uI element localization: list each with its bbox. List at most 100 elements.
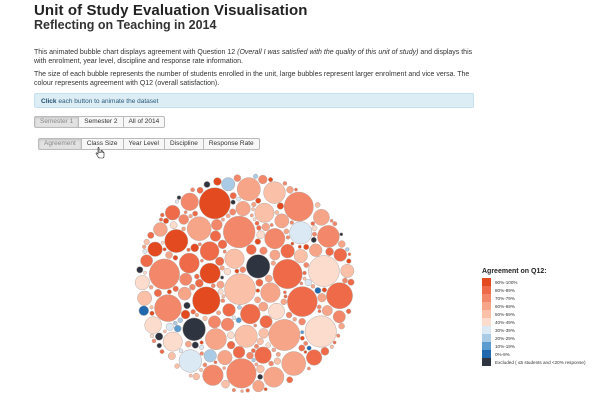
unit-bubble[interactable] bbox=[254, 202, 275, 223]
unit-bubble[interactable] bbox=[181, 226, 186, 232]
unit-bubble[interactable] bbox=[333, 248, 348, 262]
unit-bubble[interactable] bbox=[285, 235, 291, 240]
unit-bubble[interactable] bbox=[237, 304, 242, 310]
unit-bubble[interactable] bbox=[254, 362, 259, 367]
unit-bubble[interactable] bbox=[178, 214, 189, 225]
unit-bubble[interactable] bbox=[156, 342, 162, 349]
unit-bubble[interactable] bbox=[326, 282, 353, 310]
unit-bubble[interactable] bbox=[192, 286, 221, 315]
unit-bubble[interactable] bbox=[164, 229, 189, 253]
unit-bubble[interactable] bbox=[317, 293, 327, 303]
unit-bubble[interactable] bbox=[194, 312, 199, 318]
unit-bubble[interactable] bbox=[192, 210, 198, 217]
class-size-button[interactable]: Class Size bbox=[80, 138, 124, 150]
unit-bubble[interactable] bbox=[199, 241, 220, 261]
unit-bubble[interactable] bbox=[174, 199, 179, 204]
unit-bubble[interactable] bbox=[222, 366, 226, 370]
unit-bubble[interactable] bbox=[268, 319, 301, 351]
unit-bubble[interactable] bbox=[310, 221, 316, 226]
unit-bubble[interactable] bbox=[134, 275, 150, 291]
unit-bubble[interactable] bbox=[293, 249, 308, 264]
unit-bubble[interactable] bbox=[191, 341, 199, 349]
unit-bubble[interactable] bbox=[202, 362, 208, 368]
unit-bubble[interactable] bbox=[236, 196, 241, 202]
unit-bubble[interactable] bbox=[303, 262, 310, 268]
unit-bubble[interactable] bbox=[197, 242, 202, 247]
unit-bubble[interactable] bbox=[158, 217, 164, 222]
unit-bubble[interactable] bbox=[297, 244, 302, 249]
unit-bubble[interactable] bbox=[234, 268, 240, 274]
unit-bubble[interactable] bbox=[300, 330, 305, 335]
unit-bubble[interactable] bbox=[138, 305, 149, 316]
unit-bubble[interactable] bbox=[180, 309, 191, 320]
unit-bubble[interactable] bbox=[144, 316, 162, 334]
unit-bubble[interactable] bbox=[254, 296, 261, 304]
unit-bubble[interactable] bbox=[189, 283, 196, 291]
unit-bubble[interactable] bbox=[336, 333, 341, 338]
unit-bubble[interactable] bbox=[345, 247, 350, 252]
unit-bubble[interactable] bbox=[182, 317, 206, 341]
unit-bubble[interactable] bbox=[143, 270, 147, 275]
unit-bubble[interactable] bbox=[285, 311, 293, 319]
unit-bubble[interactable] bbox=[281, 351, 306, 376]
unit-bubble[interactable] bbox=[303, 350, 308, 354]
unit-bubble[interactable] bbox=[220, 275, 225, 280]
unit-bubble[interactable] bbox=[283, 191, 314, 222]
unit-bubble[interactable] bbox=[263, 181, 286, 204]
semester-1-button[interactable]: Semester 1 bbox=[34, 116, 80, 128]
response-rate-button[interactable]: Response Rate bbox=[202, 138, 260, 150]
unit-bubble[interactable] bbox=[235, 317, 242, 324]
unit-bubble[interactable] bbox=[253, 173, 259, 179]
unit-bubble[interactable] bbox=[229, 192, 237, 200]
unit-bubble[interactable] bbox=[210, 283, 216, 289]
unit-bubble[interactable] bbox=[221, 217, 225, 222]
unit-bubble[interactable] bbox=[254, 220, 260, 226]
unit-bubble[interactable] bbox=[338, 322, 345, 330]
unit-bubble[interactable] bbox=[217, 288, 224, 295]
year-level-button[interactable]: Year Level bbox=[122, 138, 165, 150]
unit-bubble[interactable] bbox=[273, 357, 281, 365]
unit-bubble[interactable] bbox=[258, 301, 269, 312]
unit-bubble[interactable] bbox=[275, 351, 281, 357]
unit-bubble[interactable] bbox=[162, 331, 183, 352]
unit-bubble[interactable] bbox=[231, 315, 237, 321]
unit-bubble[interactable] bbox=[177, 317, 184, 324]
unit-bubble[interactable] bbox=[312, 231, 317, 237]
unit-bubble[interactable] bbox=[230, 199, 236, 205]
unit-bubble[interactable] bbox=[174, 363, 180, 369]
unit-bubble[interactable] bbox=[287, 286, 318, 317]
unit-bubble[interactable] bbox=[303, 244, 310, 250]
unit-bubble[interactable] bbox=[154, 294, 182, 322]
unit-bubble[interactable] bbox=[199, 344, 205, 350]
unit-bubble[interactable] bbox=[304, 315, 337, 348]
unit-bubble[interactable] bbox=[254, 343, 259, 349]
unit-bubble[interactable] bbox=[233, 174, 242, 182]
unit-bubble[interactable] bbox=[183, 301, 191, 310]
unit-bubble[interactable] bbox=[257, 374, 263, 380]
unit-bubble[interactable] bbox=[314, 202, 321, 208]
unit-bubble[interactable] bbox=[338, 240, 346, 248]
unit-bubble[interactable] bbox=[199, 351, 204, 356]
unit-bubble[interactable] bbox=[149, 310, 155, 316]
unit-bubble[interactable] bbox=[199, 340, 204, 345]
unit-bubble[interactable] bbox=[268, 360, 274, 367]
unit-bubble[interactable] bbox=[252, 380, 265, 393]
unit-bubble[interactable] bbox=[307, 366, 311, 371]
unit-bubble[interactable] bbox=[172, 285, 179, 292]
unit-bubble[interactable] bbox=[235, 201, 251, 217]
unit-bubble[interactable] bbox=[258, 328, 269, 339]
unit-bubble[interactable] bbox=[303, 340, 309, 346]
unit-bubble[interactable] bbox=[268, 177, 274, 183]
unit-bubble[interactable] bbox=[148, 258, 180, 290]
unit-bubble[interactable] bbox=[220, 298, 226, 303]
unit-bubble[interactable] bbox=[274, 210, 280, 215]
unit-bubble[interactable] bbox=[203, 181, 211, 188]
unit-bubble[interactable] bbox=[329, 344, 334, 349]
unit-bubble[interactable] bbox=[342, 277, 348, 284]
unit-bubble[interactable] bbox=[345, 308, 352, 314]
unit-bubble[interactable] bbox=[169, 221, 178, 230]
unit-bubble[interactable] bbox=[246, 351, 254, 360]
unit-bubble[interactable] bbox=[283, 294, 288, 299]
unit-bubble[interactable] bbox=[290, 241, 295, 246]
unit-bubble[interactable] bbox=[251, 348, 256, 353]
